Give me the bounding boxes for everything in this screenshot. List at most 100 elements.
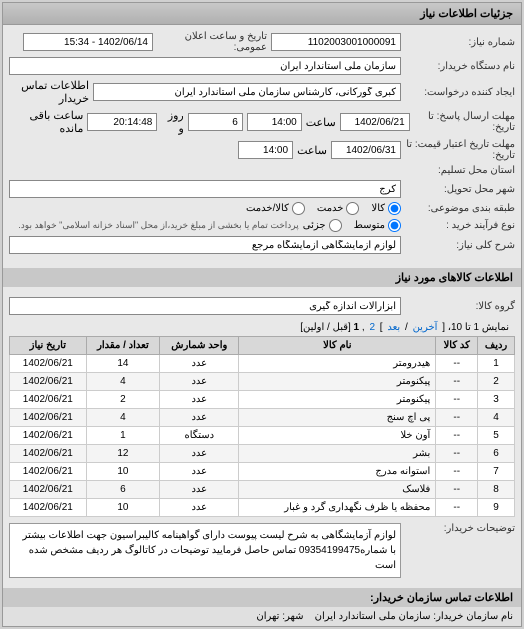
- items-header: اطلاعات کالاهای مورد نیاز: [3, 268, 521, 287]
- validity-time-input[interactable]: [238, 141, 293, 159]
- creator-input[interactable]: [93, 83, 401, 101]
- table-row[interactable]: 1--هیدرومترعدد141402/06/21: [10, 355, 515, 373]
- desc-label: شرح کلی نیاز:: [405, 240, 515, 251]
- deadline-send-label: مهلت ارسال پاسخ: تا تاریخ:: [414, 111, 515, 133]
- creator-label: ایجاد کننده درخواست:: [405, 87, 515, 98]
- page-1-current: 1: [354, 322, 360, 333]
- table-cell: 10: [86, 463, 160, 481]
- request-no-input[interactable]: [271, 33, 401, 51]
- table-cell: 9: [478, 499, 515, 517]
- table-cell: 12: [86, 445, 160, 463]
- purchase-opt-1[interactable]: جزئی: [303, 219, 342, 232]
- remain-input[interactable]: [87, 113, 157, 131]
- table-cell: عدد: [160, 391, 239, 409]
- footer-city: تهران: [256, 611, 279, 622]
- table-cell: 8: [478, 481, 515, 499]
- purchase-opt-0[interactable]: متوسط: [354, 219, 401, 232]
- table-row[interactable]: 5--آون خلادستگاه11402/06/21: [10, 427, 515, 445]
- deadline-time-input[interactable]: [247, 113, 302, 131]
- announce-label: تاریخ و ساعت اعلان عمومی:: [157, 31, 267, 53]
- table-cell: آون خلا: [239, 427, 436, 445]
- note-text: پرداخت تمام یا بخشی از مبلغ خرید،از محل …: [18, 220, 298, 231]
- table-header: نام کالا: [239, 337, 436, 355]
- buyer-input[interactable]: [9, 57, 401, 75]
- table-header: تعداد / مقدار: [86, 337, 160, 355]
- table-row[interactable]: 4--پی اچ سنجعدد41402/06/21: [10, 409, 515, 427]
- desc-input[interactable]: [9, 236, 401, 254]
- table-cell: --: [436, 373, 478, 391]
- remain-label: ساعت باقی مانده: [9, 109, 83, 135]
- table-cell: عدد: [160, 373, 239, 391]
- table-cell: عدد: [160, 445, 239, 463]
- table-cell: 6: [478, 445, 515, 463]
- group-label: گروه کالا:: [405, 301, 515, 312]
- table-header: واحد شمارش: [160, 337, 239, 355]
- city-label: شهر محل تحویل:: [405, 184, 515, 195]
- page-2-link[interactable]: 2: [369, 322, 375, 333]
- table-cell: 1402/06/21: [10, 499, 87, 517]
- footer: نام سازمان خریدار: سازمان ملی استاندارد …: [3, 607, 521, 626]
- table-cell: 4: [478, 409, 515, 427]
- table-cell: 10: [86, 499, 160, 517]
- table-cell: --: [436, 481, 478, 499]
- table-cell: محفظه یا ظرف نگهداری گرد و غبار: [239, 499, 436, 517]
- table-row[interactable]: 7--استوانه مدرجعدد101402/06/21: [10, 463, 515, 481]
- footer-header: اطلاعات تماس سازمان خریدار:: [3, 588, 521, 607]
- validity-date-input[interactable]: [331, 141, 401, 159]
- table-cell: 1: [86, 427, 160, 445]
- table-cell: --: [436, 391, 478, 409]
- form-section: شماره نیاز: تاریخ و ساعت اعلان عمومی: نا…: [3, 25, 521, 264]
- footer-org: سازمان ملی استاندارد ایران: [315, 611, 431, 622]
- table-cell: عدد: [160, 355, 239, 373]
- pack-opt-2[interactable]: کالا/خدمت: [246, 202, 305, 215]
- purchase-label: نوع فرآیند خرید :: [405, 220, 515, 231]
- table-row[interactable]: 2--پیکنومترعدد41402/06/21: [10, 373, 515, 391]
- table-cell: --: [436, 409, 478, 427]
- table-cell: استوانه مدرج: [239, 463, 436, 481]
- table-cell: 5: [478, 427, 515, 445]
- city-input[interactable]: [9, 180, 401, 198]
- contact-label: اطلاعات تماس خریدار: [9, 79, 89, 105]
- page-next-link[interactable]: بعد: [387, 322, 400, 333]
- pack-radio-group: کالا خدمت کالا/خدمت: [246, 202, 401, 215]
- page-last-link[interactable]: آخرین: [413, 322, 438, 333]
- table-cell: عدد: [160, 409, 239, 427]
- table-cell: عدد: [160, 463, 239, 481]
- table-row[interactable]: 6--بشرعدد121402/06/21: [10, 445, 515, 463]
- table-cell: --: [436, 427, 478, 445]
- table-cell: 1402/06/21: [10, 373, 87, 391]
- table-row[interactable]: 8--فلاسکعدد61402/06/21: [10, 481, 515, 499]
- table-cell: 2: [86, 391, 160, 409]
- table-cell: هیدرومتر: [239, 355, 436, 373]
- table-cell: فلاسک: [239, 481, 436, 499]
- table-cell: 1: [478, 355, 515, 373]
- group-input[interactable]: [9, 297, 401, 315]
- place-label: استان محل تسلیم:: [405, 165, 515, 176]
- table-header: ردیف: [478, 337, 515, 355]
- panel-title: جزئیات اطلاعات نیاز: [3, 3, 521, 25]
- pack-opt-0[interactable]: کالا: [371, 202, 401, 215]
- table-row[interactable]: 3--پیکنومترعدد21402/06/21: [10, 391, 515, 409]
- table-cell: 7: [478, 463, 515, 481]
- pack-opt-1[interactable]: خدمت: [317, 202, 360, 215]
- table-cell: بشر: [239, 445, 436, 463]
- deadline-date-input[interactable]: [340, 113, 410, 131]
- table-cell: --: [436, 445, 478, 463]
- time-label-2: ساعت: [297, 144, 327, 157]
- table-cell: 1402/06/21: [10, 481, 87, 499]
- table-cell: 2: [478, 373, 515, 391]
- table-header: تاریخ نیاز: [10, 337, 87, 355]
- table-cell: دستگاه: [160, 427, 239, 445]
- table-row[interactable]: 9--محفظه یا ظرف نگهداری گرد و غبارعدد101…: [10, 499, 515, 517]
- table-cell: 4: [86, 373, 160, 391]
- table-cell: 6: [86, 481, 160, 499]
- announce-input[interactable]: [23, 33, 153, 51]
- purchase-radio-group: متوسط جزئی: [303, 219, 401, 232]
- buyer-label: نام دستگاه خریدار:: [405, 61, 515, 72]
- validity-label: مهلت تاریخ اعتبار قیمت: تا تاریخ:: [405, 139, 515, 161]
- table-cell: عدد: [160, 499, 239, 517]
- table-cell: 1402/06/21: [10, 355, 87, 373]
- table-cell: عدد: [160, 481, 239, 499]
- table-cell: 1402/06/21: [10, 409, 87, 427]
- days-input[interactable]: [188, 113, 243, 131]
